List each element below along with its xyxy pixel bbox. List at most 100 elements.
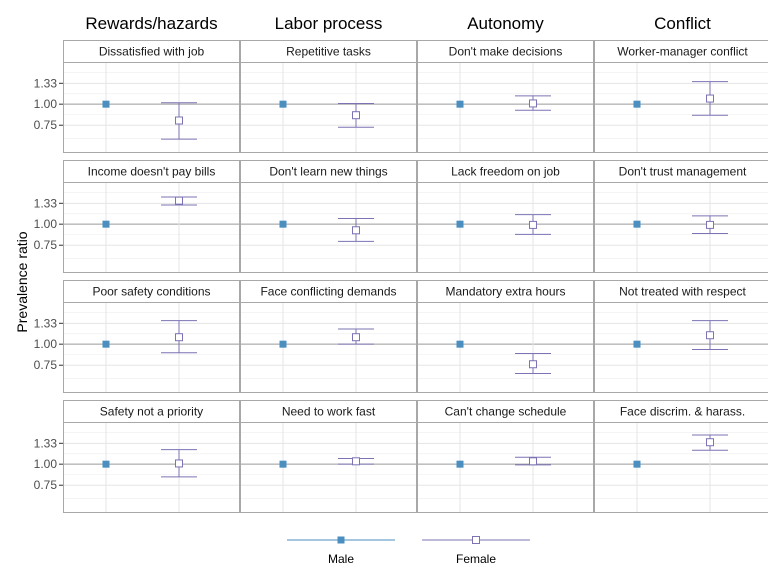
panel-title: Face discrim. & harass. (620, 405, 745, 419)
y-tick-label: 1.33 (34, 316, 58, 330)
panel-border (63, 422, 240, 513)
panel-border (417, 422, 594, 513)
panel-border (63, 62, 240, 153)
panel-border (417, 302, 594, 393)
panel-title: Repetitive tasks (286, 45, 371, 59)
male-point (633, 340, 641, 348)
y-tick-label: 0.75 (34, 478, 58, 492)
panel-border (594, 62, 768, 153)
panel-title: Don't trust management (619, 165, 747, 179)
female-point (175, 333, 183, 342)
male-point (633, 460, 641, 468)
female-point (706, 331, 714, 340)
legend-female-marker (472, 536, 480, 544)
y-tick-label: 0.75 (34, 238, 58, 252)
panel-border (594, 302, 768, 393)
panel-background (240, 302, 417, 393)
panel-title: Not treated with respect (619, 285, 746, 299)
male-point (102, 220, 110, 228)
male-point (633, 220, 641, 228)
panel-title: Mandatory extra hours (445, 285, 565, 299)
column-title-3: Conflict (654, 14, 711, 33)
panel-border (594, 182, 768, 273)
male-point (279, 100, 287, 108)
column-title-0: Rewards/hazards (85, 14, 217, 33)
panel-border (417, 182, 594, 273)
female-point (706, 438, 714, 447)
y-tick-label: 1.00 (34, 97, 58, 111)
panel-background (240, 62, 417, 153)
panel-background (63, 182, 240, 273)
female-point (352, 333, 360, 342)
panel-border (594, 422, 768, 513)
female-point (352, 111, 360, 120)
y-axis-title: Prevalence ratio (14, 231, 30, 332)
female-point (175, 459, 183, 468)
panel-border (240, 62, 417, 153)
y-tick-label: 1.00 (34, 217, 58, 231)
panel-border (240, 422, 417, 513)
panel-background (417, 302, 594, 393)
y-tick-label: 1.33 (34, 436, 58, 450)
y-tick-label: 1.33 (34, 196, 58, 210)
male-point (102, 460, 110, 468)
panel-title: Poor safety conditions (92, 285, 210, 299)
male-point (633, 100, 641, 108)
male-point (456, 460, 464, 468)
legend-female-label: Female (456, 552, 496, 566)
panel-title: Worker-manager conflict (617, 45, 748, 59)
panel-title: Face conflicting demands (260, 285, 396, 299)
panel-background (63, 62, 240, 153)
y-tick-label: 0.75 (34, 358, 58, 372)
y-tick-label: 1.33 (34, 76, 58, 90)
panel-background (240, 422, 417, 513)
panel-border (417, 62, 594, 153)
legend-male-marker (337, 536, 345, 544)
female-point (529, 99, 537, 108)
y-tick-label: 1.00 (34, 457, 58, 471)
panel-background (417, 182, 594, 273)
male-point (102, 100, 110, 108)
panel-title: Safety not a priority (100, 405, 203, 419)
panel-background (417, 422, 594, 513)
female-point (529, 220, 537, 229)
panel-border (240, 182, 417, 273)
panel-title: Can't change schedule (445, 405, 567, 419)
female-point (352, 457, 360, 466)
column-title-1: Labor process (275, 14, 383, 33)
panel-background (594, 62, 768, 153)
male-point (102, 340, 110, 348)
panel-title: Dissatisfied with job (99, 45, 205, 59)
column-title-2: Autonomy (467, 14, 544, 33)
panel-background (594, 302, 768, 393)
panel-border (63, 182, 240, 273)
panel-background (417, 62, 594, 153)
panel-background (63, 302, 240, 393)
female-point (706, 94, 714, 103)
male-point (456, 100, 464, 108)
panel-background (63, 422, 240, 513)
legend-male-label: Male (328, 552, 354, 566)
panel-title: Don't learn new things (269, 165, 387, 179)
panel-background (594, 422, 768, 513)
panel-border (240, 302, 417, 393)
panel-background (240, 182, 417, 273)
female-point (706, 220, 714, 229)
panel-title: Don't make decisions (449, 45, 563, 59)
panel-title: Income doesn't pay bills (88, 165, 216, 179)
female-point (529, 360, 537, 369)
y-tick-label: 0.75 (34, 118, 58, 132)
male-point (456, 220, 464, 228)
panel-border (63, 302, 240, 393)
panel-background (594, 182, 768, 273)
panel-title: Need to work fast (282, 405, 376, 419)
male-point (279, 220, 287, 228)
female-point (175, 116, 183, 125)
male-point (279, 340, 287, 348)
panel-title: Lack freedom on job (451, 165, 560, 179)
male-point (456, 340, 464, 348)
female-point (352, 226, 360, 235)
y-tick-label: 1.00 (34, 337, 58, 351)
female-point (529, 457, 537, 466)
